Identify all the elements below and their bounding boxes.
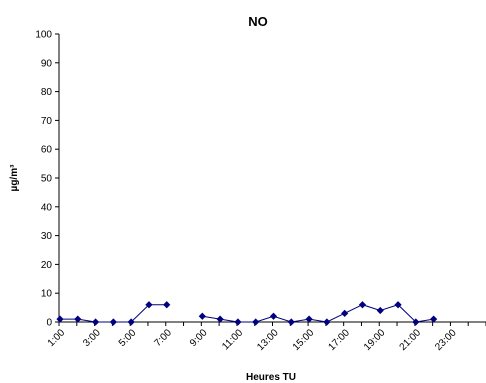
data-point-500	[127, 318, 135, 326]
x-tick-label: 1:00	[46, 327, 68, 349]
y-tick-label: 70	[41, 116, 53, 127]
data-point-2000	[394, 301, 402, 309]
data-point-1900	[376, 306, 384, 315]
y-axis-label: µg/m³	[9, 164, 20, 192]
data-point-2100	[412, 318, 420, 326]
data-point-1400	[287, 318, 295, 326]
y-tick-label: 80	[41, 87, 53, 98]
y-tick-label: 10	[41, 289, 53, 300]
y-tick-label: 100	[35, 30, 52, 41]
data-point-1100	[234, 318, 242, 326]
y-ticks: 0 10 20 30 40 50 60 70 80 90 100	[35, 30, 59, 329]
data-point-1000	[216, 315, 224, 323]
data-point-2200	[430, 315, 438, 323]
chart-title: NO	[248, 14, 268, 29]
x-ticks: 1:00 3:00 5:00 7:00 9:00 11:00 13:00 15:00 17:00…	[46, 322, 486, 353]
data-point-700	[163, 301, 171, 309]
data-point-200	[74, 315, 82, 323]
x-tick-label: 3:00	[81, 327, 103, 349]
x-tick-label: 17:00	[326, 327, 352, 353]
y-tick-label: 0	[46, 318, 52, 329]
x-tick-label: 7:00	[152, 327, 174, 349]
data-point-400	[109, 318, 117, 326]
x-axis-label: Heures TU	[246, 372, 296, 383]
data-point-1600	[323, 318, 331, 326]
y-tick-label: 40	[41, 202, 53, 213]
data-point-100	[56, 315, 64, 323]
data-point-900	[198, 312, 206, 320]
y-tick-label: 50	[41, 174, 53, 185]
x-tick-label: 5:00	[117, 327, 139, 349]
data-point-1200	[252, 318, 260, 326]
x-tick-label: 15:00	[291, 327, 317, 353]
series-layer	[56, 301, 438, 326]
axes	[58, 34, 486, 323]
x-tick-label: 11:00	[220, 327, 245, 352]
data-point-1700	[341, 309, 349, 317]
x-tick-label: 9:00	[188, 327, 210, 349]
x-tick-label: 19:00	[362, 327, 388, 353]
data-point-1300	[269, 312, 278, 320]
y-tick-label: 90	[41, 58, 53, 69]
data-point-1800	[358, 301, 367, 309]
x-tick-label: 13:00	[255, 327, 281, 353]
y-tick-label: 30	[41, 231, 53, 242]
data-point-600	[145, 301, 153, 309]
data-point-1500	[305, 315, 313, 323]
x-tick-label: 21:00	[398, 327, 424, 353]
x-tick-label: 23:00	[433, 327, 459, 353]
data-point-300	[91, 318, 100, 326]
y-tick-label: 20	[41, 260, 53, 271]
y-tick-label: 60	[41, 145, 53, 156]
